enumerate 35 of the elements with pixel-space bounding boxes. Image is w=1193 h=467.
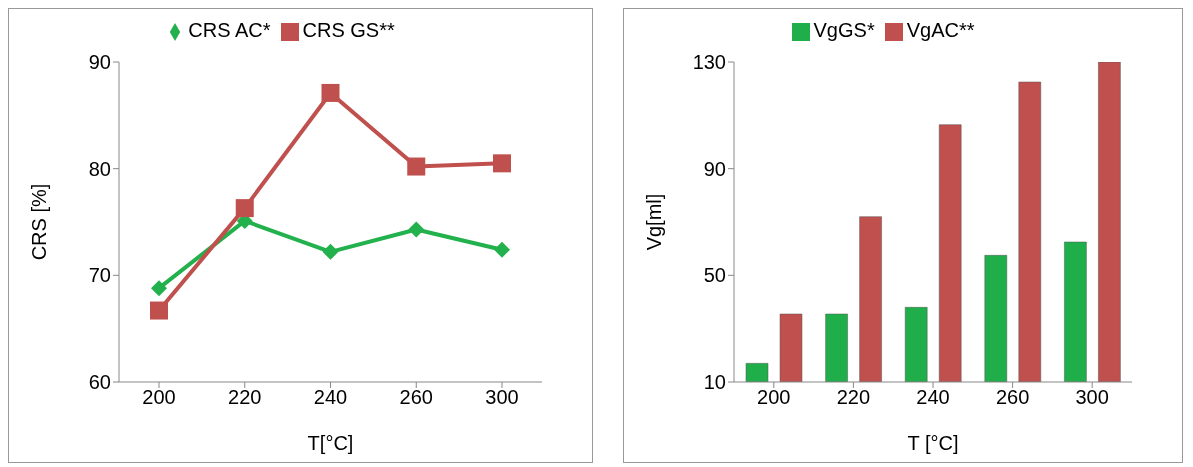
x-tick-label: 300 (1075, 386, 1109, 409)
x-tick-label: 200 (142, 386, 176, 409)
x-tick-label: 240 (313, 386, 348, 409)
x-axis-title: T[°C] (307, 432, 354, 454)
legend-label: VgAC** (906, 19, 975, 41)
x-tick-label: 240 (916, 386, 950, 409)
x-tick-label: 260 (995, 386, 1030, 409)
point (493, 154, 511, 173)
x-tick-label: 220 (836, 386, 871, 409)
point (494, 241, 510, 258)
point (322, 243, 339, 260)
x-tick-label: 260 (399, 386, 433, 409)
y-axis-title: CRS [%] (28, 183, 51, 261)
y-tick-label: 60 (88, 371, 111, 394)
x-tick-label: 300 (485, 386, 519, 409)
x-axis-title: T [°C] (907, 432, 959, 454)
x-tick-label: 220 (228, 386, 262, 409)
y-tick-label: 90 (703, 157, 726, 180)
legend-label: VgGS* (813, 19, 875, 41)
point (321, 83, 340, 102)
point (408, 221, 425, 238)
y-tick-label: 50 (703, 264, 726, 287)
y-tick-label: 80 (88, 157, 111, 180)
point (150, 301, 168, 320)
point (235, 199, 254, 218)
y-tick-label: 10 (703, 371, 726, 394)
y-tick-label: 90 (88, 51, 111, 74)
point (407, 157, 426, 176)
legend-label: CRS GS** (302, 19, 395, 41)
y-axis-title: Vg[ml] (643, 193, 666, 251)
x-tick-label: 200 (757, 386, 791, 409)
y-tick-label: 70 (88, 264, 111, 287)
point (151, 280, 167, 297)
legend-label: CRS AC* (188, 19, 271, 41)
y-tick-label: 130 (692, 51, 726, 74)
